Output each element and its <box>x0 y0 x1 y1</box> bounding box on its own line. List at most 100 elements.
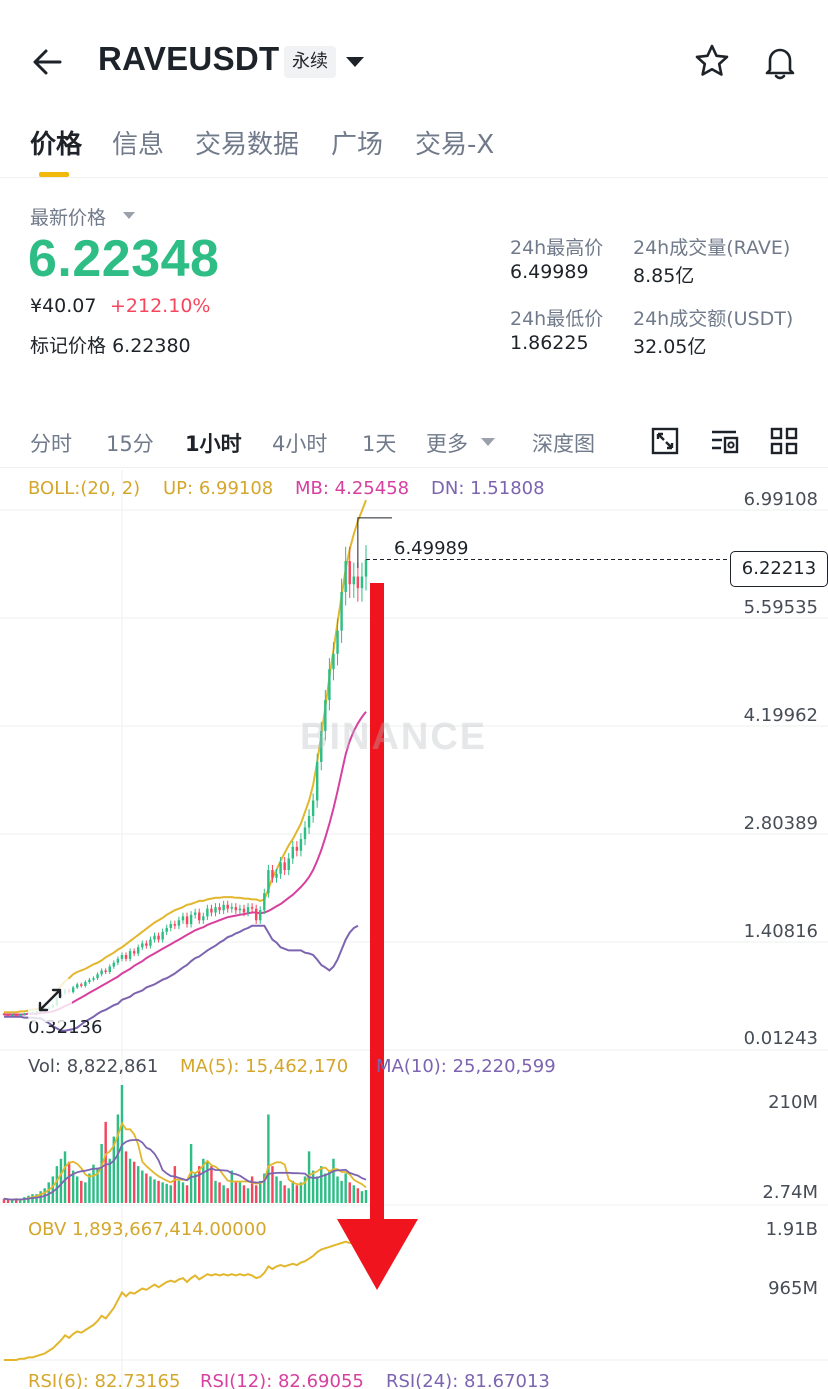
tab-info[interactable]: 信息 <box>112 130 165 160</box>
volume-bar <box>88 1173 91 1203</box>
volume-bar <box>96 1167 99 1203</box>
volume-bar <box>63 1151 67 1203</box>
candle-body <box>320 731 323 762</box>
candle-body <box>352 576 356 585</box>
boll-label[interactable]: BOLL:(20, 2) <box>28 478 141 499</box>
price-axis-label: 6.99108 <box>743 489 818 510</box>
indicator-settings-icon[interactable] <box>709 426 739 456</box>
candle-body <box>120 955 124 959</box>
candle-body <box>75 984 79 988</box>
volume-bar <box>198 1166 201 1203</box>
candle-body <box>336 630 339 654</box>
caret-down-icon[interactable] <box>123 212 135 219</box>
volume-bar <box>226 1188 229 1203</box>
tab-trade-x[interactable]: 交易-X <box>415 130 495 160</box>
volume-bar <box>352 1185 356 1203</box>
fullscreen-icon[interactable] <box>650 426 680 456</box>
volume-bar <box>263 1173 266 1203</box>
volume-bar <box>128 1158 132 1203</box>
candle-body <box>84 982 87 986</box>
candle-body <box>279 862 282 874</box>
volume-bar <box>275 1176 278 1203</box>
interval-time-sharing[interactable]: 分时 <box>30 432 72 456</box>
volume-bar <box>250 1176 254 1203</box>
interval-4h[interactable]: 4小时 <box>272 432 328 456</box>
volume-bar <box>169 1185 172 1203</box>
candle-body <box>303 827 307 840</box>
candle-body <box>291 846 295 859</box>
volume-ma5: MA(5): 15,462,170 <box>180 1056 349 1077</box>
volume-bar <box>259 1180 262 1203</box>
volume-bar <box>340 1180 343 1203</box>
volume-bar <box>181 1182 185 1203</box>
volume-bar <box>348 1182 351 1203</box>
volume-bar <box>230 1170 233 1203</box>
volume-bar <box>145 1173 148 1203</box>
price-axis-label: 1.40816 <box>743 921 818 942</box>
candle-body <box>149 939 152 946</box>
volume-bar <box>149 1176 152 1203</box>
candle-body <box>364 559 368 577</box>
boll-lines <box>4 499 367 1032</box>
candle-body <box>181 916 185 921</box>
rsi12-label: RSI(12): 82.69055 <box>200 1371 364 1389</box>
candle-body <box>332 653 335 670</box>
candle-body <box>2 1013 6 1016</box>
candle-body <box>315 761 319 801</box>
volume-bar <box>283 1185 286 1203</box>
bell-icon[interactable] <box>760 42 800 82</box>
chevron-down-icon[interactable] <box>346 57 364 67</box>
candle-body <box>348 561 351 585</box>
candle-body <box>19 1014 22 1016</box>
volume-bar <box>336 1176 339 1203</box>
candle-body <box>295 846 299 851</box>
candle-body <box>128 951 132 959</box>
low-24h-value: 1.86225 <box>510 332 589 354</box>
symbol-title[interactable]: RAVEUSDT <box>98 40 280 77</box>
chart-grid <box>0 470 828 1389</box>
volume-bar <box>364 1190 368 1203</box>
expand-arrows-icon[interactable] <box>28 978 72 1022</box>
contract-type-badge[interactable]: 永续 <box>284 46 336 78</box>
layout-grid-icon[interactable] <box>769 426 799 456</box>
volume-bar <box>157 1180 160 1203</box>
candle-body <box>230 907 233 909</box>
active-tab-indicator <box>39 172 69 177</box>
tab-square[interactable]: 广场 <box>331 130 384 160</box>
candle-body <box>210 908 213 913</box>
volume-bar <box>271 1166 274 1203</box>
candle-body <box>242 908 246 913</box>
candle-body <box>283 862 286 871</box>
volume-bar <box>324 1173 327 1203</box>
candle-body <box>275 873 278 878</box>
volume-bar <box>320 1166 323 1203</box>
back-arrow-icon[interactable] <box>28 42 68 82</box>
interval-1h[interactable]: 1小时 <box>185 432 242 456</box>
interval-more[interactable]: 更多 <box>426 432 468 456</box>
volume-bar <box>295 1185 299 1203</box>
price-chart[interactable] <box>0 470 828 1389</box>
current-price-tag[interactable]: 6.22213 <box>730 551 828 587</box>
candle-body <box>267 870 270 894</box>
candle-body <box>324 700 327 732</box>
last-price-label[interactable]: 最新价格 <box>30 207 107 229</box>
candle-body <box>6 1014 10 1016</box>
volume-bar <box>218 1182 221 1203</box>
depth-chart-tab[interactable]: 深度图 <box>532 432 595 456</box>
interval-15m[interactable]: 15分 <box>106 432 154 456</box>
volume-bar <box>47 1182 50 1203</box>
candle-body <box>214 907 217 913</box>
volume-bar <box>356 1188 360 1203</box>
volume-quote-value: 32.05亿 <box>633 336 707 358</box>
interval-1d[interactable]: 1天 <box>362 432 397 456</box>
red-arrow-shaft <box>370 583 384 1223</box>
tab-price[interactable]: 价格 <box>30 130 83 160</box>
high-24h-label: 24h最高价 <box>510 237 604 259</box>
volume-bar <box>193 1173 197 1203</box>
header: RAVEUSDT 永续 <box>0 0 828 120</box>
chevron-down-icon[interactable] <box>481 438 495 446</box>
star-icon[interactable] <box>693 42 731 80</box>
tab-trading-data[interactable]: 交易数据 <box>195 130 300 160</box>
volume-bar <box>108 1158 111 1203</box>
candle-body <box>112 962 116 967</box>
